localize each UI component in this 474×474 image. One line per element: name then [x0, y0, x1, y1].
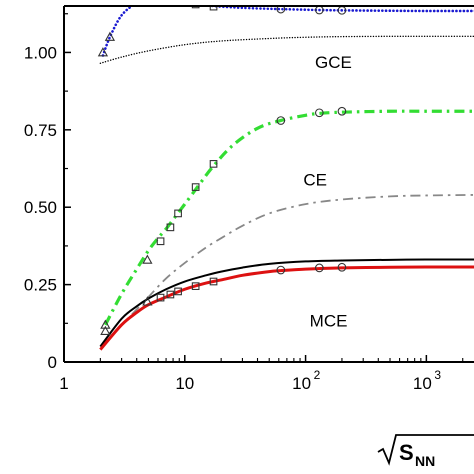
y-tick-label: 0.50: [24, 198, 57, 217]
marker-triangle: [104, 31, 116, 41]
annotation-gce: GCE: [315, 53, 352, 72]
axes-group: [63, 5, 474, 363]
series-line-gce-model: [101, 6, 474, 57]
x-tick-exponent: 3: [434, 368, 441, 382]
marker-triangle: [142, 254, 153, 264]
marker-triangle: [100, 325, 111, 335]
y-tick-label: 1.00: [24, 43, 57, 62]
series-line-ce-model: [103, 109, 474, 326]
marker-group: [97, 0, 347, 335]
marker-circle: [314, 263, 324, 273]
radical-sign: [377, 434, 474, 466]
marker-square: [157, 0, 164, 3]
series-line-gce-reference: [99, 35, 474, 64]
marker-circle: [337, 106, 347, 116]
marker-triangle: [143, 0, 151, 3]
x-tick-exponent: 2: [314, 368, 321, 382]
marker-square: [175, 0, 182, 5]
annotation-mce: MCE: [310, 311, 348, 330]
x-axis-label-subscript: NN: [415, 453, 435, 469]
marker-square: [191, 282, 200, 291]
x-axis-label: S: [399, 440, 414, 465]
marker-triangle: [97, 47, 109, 57]
series-line-ce-reference: [99, 194, 474, 348]
marker-circle: [314, 108, 324, 118]
series-line-mce-model: [99, 265, 474, 351]
x-tick-label: 10: [175, 374, 194, 393]
marker-circle: [337, 262, 347, 272]
marker-triangle: [142, 296, 153, 306]
series-group: [99, 6, 474, 351]
marker-square: [156, 237, 165, 246]
marker-square: [209, 277, 218, 286]
marker-square: [166, 223, 175, 232]
marker-circle: [276, 265, 286, 275]
marker-square: [167, 0, 174, 4]
y-tick-label: 0.25: [24, 276, 57, 295]
annotation-ce: CE: [303, 171, 327, 190]
x-tick-label: 10: [292, 374, 311, 393]
y-tick-label: 0: [48, 353, 57, 372]
marker-square: [174, 287, 182, 296]
marker-square: [191, 183, 200, 191]
x-tick-label: 1: [59, 374, 68, 393]
marker-square: [156, 293, 165, 302]
y-tick-label: 0.75: [24, 121, 57, 140]
marker-circle: [276, 6, 286, 14]
marker-square: [166, 290, 175, 299]
marker-square: [209, 160, 218, 168]
marker-square: [174, 209, 182, 218]
marker-circle: [276, 116, 286, 125]
series-line-mce-reference: [99, 258, 474, 348]
marker-square: [191, 6, 200, 9]
x-tick-label: 10: [413, 374, 432, 393]
marker-triangle: [100, 319, 111, 329]
